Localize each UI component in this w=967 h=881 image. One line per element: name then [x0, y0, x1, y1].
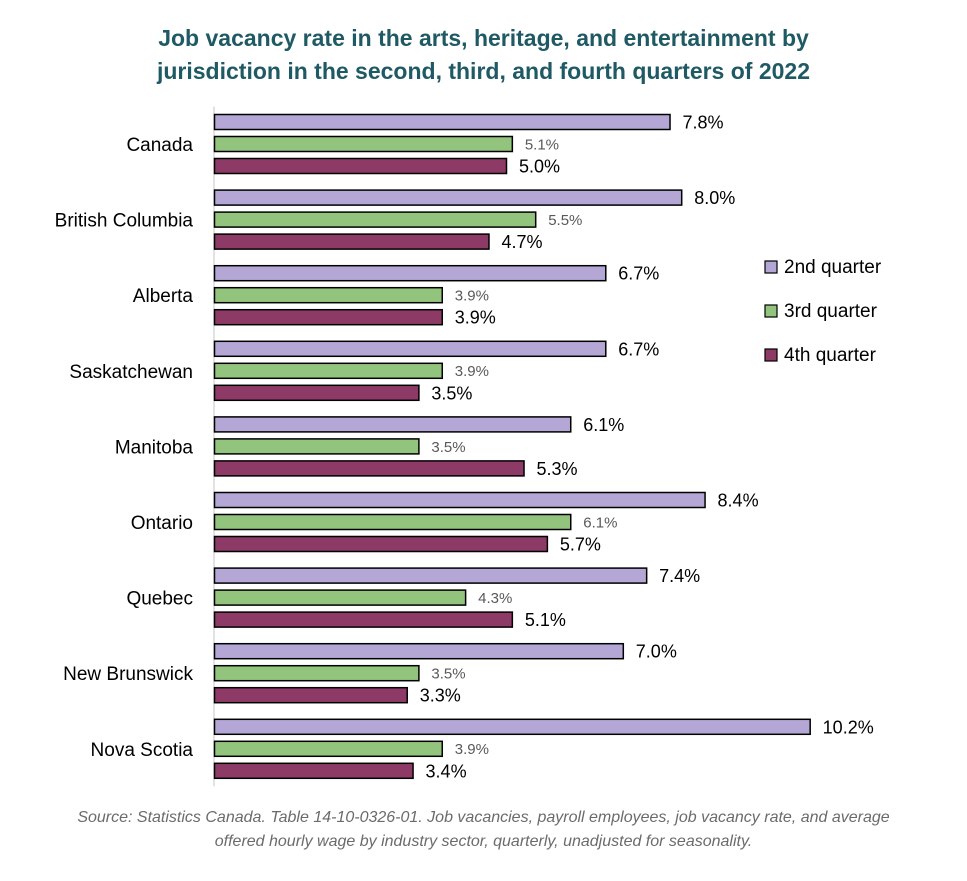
bar-4-quarter	[213, 686, 408, 704]
legend-swatch-4-quarter	[764, 348, 778, 362]
data-label: 8.4%	[718, 490, 759, 510]
bar-3-quarter	[213, 362, 444, 380]
bar-4-quarter	[213, 157, 508, 175]
data-label: 10.2%	[823, 717, 874, 737]
bar-4-quarter	[213, 460, 525, 477]
data-label: 6.7%	[618, 264, 659, 284]
category-label: Saskatchewan	[69, 362, 193, 383]
bar-2-quarter	[213, 189, 683, 206]
source-note: Source: Statistics Canada. Table 14-10-0…	[0, 806, 967, 854]
bar-4-quarter	[213, 535, 549, 553]
data-label: 3.5%	[431, 383, 472, 403]
bar-4-quarter	[213, 384, 420, 402]
bar-3-quarter	[213, 135, 514, 153]
bar-2-quarter	[213, 567, 648, 584]
data-label: 7.8%	[683, 112, 724, 132]
legend-label: 2nd quarter	[784, 257, 882, 278]
chart-title: Job vacancy rate in the arts, heritage, …	[0, 22, 967, 88]
data-label: 5.3%	[537, 459, 578, 479]
category-label: Nova Scotia	[91, 740, 194, 761]
data-label: 4.3%	[478, 590, 512, 607]
bar-3-quarter	[213, 438, 420, 455]
bar-3-quarter	[213, 286, 444, 304]
category-label: Quebec	[126, 589, 193, 610]
data-label: 5.0%	[519, 156, 560, 176]
data-label: 3.5%	[431, 666, 465, 683]
category-label: Canada	[126, 135, 193, 156]
data-label: 3.9%	[455, 288, 489, 305]
chart-title-line-1: Job vacancy rate in the arts, heritage, …	[158, 25, 809, 51]
data-label: 3.4%	[426, 761, 467, 781]
bar-3-quarter	[213, 589, 467, 606]
data-label: 7.4%	[659, 566, 700, 586]
category-label: New Brunswick	[63, 664, 193, 685]
data-label: 5.7%	[560, 534, 601, 554]
data-label: 8.0%	[694, 188, 735, 208]
category-label: Manitoba	[115, 437, 194, 458]
bar-4-quarter	[213, 233, 490, 250]
legend-label: 3rd quarter	[784, 301, 878, 322]
data-label: 5.1%	[525, 136, 559, 153]
legend-swatch-2-quarter	[764, 260, 778, 274]
bar-3-quarter	[213, 513, 572, 531]
bar-2-quarter	[213, 718, 811, 736]
bar-2-quarter	[213, 340, 607, 358]
category-label: Alberta	[133, 286, 194, 307]
bar-3-quarter	[213, 211, 537, 228]
bar-2-quarter	[213, 113, 671, 131]
data-label: 5.5%	[548, 212, 582, 229]
chart-title-line-2: jurisdiction in the second, third, and f…	[156, 58, 811, 84]
bar-4-quarter	[213, 611, 514, 628]
bar-2-quarter	[213, 264, 607, 282]
source-line-2: offered hourly wage by industry sector, …	[214, 833, 753, 850]
category-label: British Columbia	[55, 211, 194, 232]
data-label: 3.5%	[431, 439, 465, 456]
data-label: 3.9%	[455, 363, 489, 380]
category-label: Ontario	[131, 513, 193, 534]
bar-2-quarter	[213, 491, 706, 509]
data-label: 6.1%	[583, 415, 624, 435]
bar-4-quarter	[213, 308, 444, 326]
bar-3-quarter	[213, 664, 420, 682]
data-label: 6.7%	[618, 339, 659, 359]
bar-3-quarter	[213, 740, 444, 758]
legend-label: 4th quarter	[784, 345, 877, 366]
source-line-1: Source: Statistics Canada. Table 14-10-0…	[77, 809, 890, 826]
bar-2-quarter	[213, 416, 572, 433]
data-label: 3.3%	[420, 686, 461, 706]
data-label: 7.0%	[636, 642, 677, 662]
data-label: 3.9%	[455, 308, 496, 328]
data-label: 4.7%	[501, 232, 542, 252]
data-label: 5.1%	[525, 610, 566, 630]
data-label: 3.9%	[455, 741, 489, 758]
data-label: 6.1%	[583, 514, 617, 531]
bar-2-quarter	[213, 642, 625, 660]
bar-4-quarter	[213, 762, 414, 780]
legend-swatch-3-quarter	[764, 304, 778, 318]
